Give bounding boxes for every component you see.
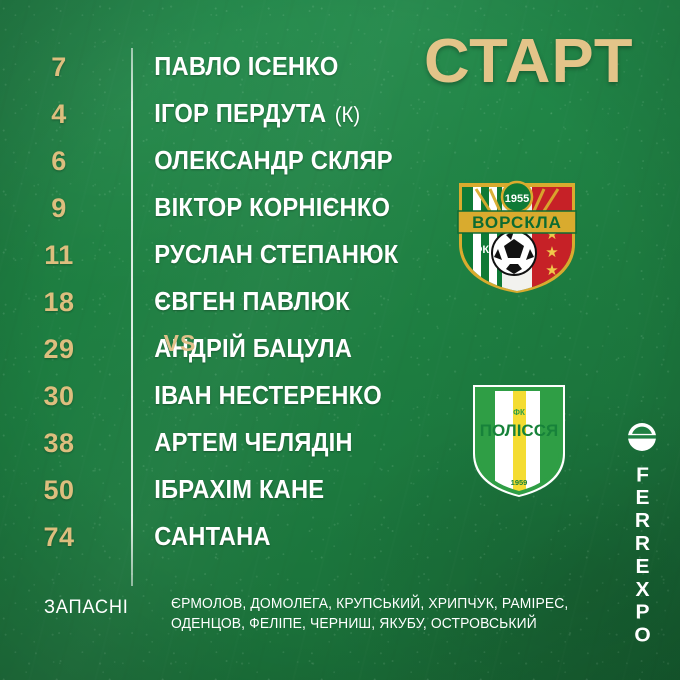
captain-marker [350, 290, 358, 315]
player-name: ЄВГЕН ПАВЛЮК [118, 287, 358, 316]
lineup-row: 7 ПАВЛО ІСЕНКО [0, 44, 430, 91]
starting-lineup-list: 7 ПАВЛО ІСЕНКО 4 ІГОР ПЕРДУТА (К) 6 ОЛЕКС… [0, 44, 430, 561]
sponsor-name: FERREXPO [631, 463, 654, 647]
player-name-text: ОЛЕКСАНДР СКЛЯР [154, 146, 393, 175]
player-number: 11 [44, 240, 74, 270]
svg-text:★: ★ [545, 243, 558, 261]
substitutes-names: ЄРМОЛОВ, ДОМОЛЕГА, КРУПСЬКИЙ, ХРИПЧУК, Р… [171, 594, 578, 634]
player-name-text: АНДРІЙ БАЦУЛА [154, 334, 353, 363]
lineup-row: 9 ВІКТОР КОРНІЄНКО [0, 185, 430, 232]
lineup-row: 74 САНТАНА [0, 514, 430, 561]
player-number: 4 [51, 99, 67, 129]
versus-label: VS [163, 330, 197, 356]
player-number: 30 [43, 381, 75, 411]
away-crest-year: 1959 [511, 478, 528, 487]
substitutes-label: ЗАПАСНІ [44, 597, 129, 618]
lineup-row: 38 АРТЕМ ЧЕЛЯДІН [0, 420, 430, 467]
player-name-text: ПАВЛО ІСЕНКО [154, 52, 339, 81]
player-number: 18 [43, 287, 75, 317]
player-name: ІГОР ПЕРДУТА (К) [118, 99, 361, 128]
player-number: 38 [43, 428, 75, 458]
player-number: 50 [43, 475, 75, 505]
away-crest-prefix: ФК [513, 408, 525, 417]
player-number: 7 [51, 52, 67, 82]
sponsor-logo-ferrexpo: FERREXPO [619, 422, 665, 647]
player-number: 74 [43, 522, 75, 552]
player-name: ІБРАХІМ КАНЕ [118, 475, 333, 504]
player-name-text: САНТАНА [154, 522, 271, 551]
captain-marker [393, 149, 401, 174]
captain-marker [353, 431, 361, 456]
substitutes-line-2: ОДЕНЦОВ, ФЕЛІПЕ, ЧЕРНИШ, ЯКУБУ, ОСТРОВСЬ… [171, 616, 537, 632]
substitutes-section: ЗАПАСНІ ЄРМОЛОВ, ДОМОЛЕГА, КРУПСЬКИЙ, ХР… [0, 594, 680, 648]
player-number: 6 [51, 146, 67, 176]
ferrexpo-mark-icon [628, 423, 656, 451]
captain-marker: (К) [334, 101, 361, 127]
player-name: ПАВЛО ІСЕНКО [118, 52, 347, 81]
player-name: РУСЛАН СТЕПАНЮК [118, 240, 407, 269]
captain-marker [271, 525, 279, 550]
player-name-text: АРТЕМ ЧЕЛЯДІН [154, 428, 353, 457]
player-name: САНТАНА [118, 522, 279, 551]
page-title: СТАРТ [424, 27, 634, 96]
lineup-row: 6 ОЛЕКСАНДР СКЛЯР [0, 138, 430, 185]
player-name: АНДРІЙ БАЦУЛА [118, 334, 360, 363]
player-name: АРТЕМ ЧЕЛЯДІН [118, 428, 361, 457]
captain-marker [382, 384, 390, 409]
player-name-text: ІБРАХІМ КАНЕ [154, 475, 325, 504]
player-name-text: ІГОР ПЕРДУТА [154, 99, 327, 128]
lineup-row: 29 АНДРІЙ БАЦУЛА [0, 326, 430, 373]
away-team-crest-polissya: ФК ПОЛІССЯ 1959 [470, 381, 568, 497]
vorskla-crest-icon: ★★ ★★ ФК [457, 180, 577, 293]
captain-marker [324, 478, 332, 503]
home-team-crest-vorskla: ★★ ★★ ФК [456, 161, 578, 293]
lineup-row: 50 ІБРАХІМ КАНЕ [0, 467, 430, 514]
player-name-text: ВІКТОР КОРНІЄНКО [154, 193, 391, 222]
svg-text:★: ★ [545, 261, 558, 279]
player-name-text: ЄВГЕН ПАВЛЮК [154, 287, 350, 316]
polissya-crest-icon: ФК ПОЛІССЯ 1959 [473, 385, 565, 497]
player-name: ІВАН НЕСТЕРЕНКО [118, 381, 390, 410]
home-crest-year: 1955 [505, 193, 529, 205]
player-number: 29 [43, 334, 75, 364]
away-crest-name: ПОЛІССЯ [480, 421, 558, 440]
home-crest-prefix: ФК [473, 244, 489, 256]
captain-marker [398, 243, 406, 268]
captain-marker [338, 55, 346, 80]
player-name: ВІКТОР КОРНІЄНКО [118, 193, 399, 222]
player-name-text: РУСЛАН СТЕПАНЮК [154, 240, 399, 269]
player-name-text: ІВАН НЕСТЕРЕНКО [154, 381, 382, 410]
lineup-row: 4 ІГОР ПЕРДУТА (К) [0, 91, 430, 138]
versus-separator: VS [0, 330, 680, 357]
player-number: 9 [51, 193, 67, 223]
lineup-row: 18 ЄВГЕН ПАВЛЮК [0, 279, 430, 326]
lineup-row: 11 РУСЛАН СТЕПАНЮК [0, 232, 430, 279]
column-divider [131, 48, 133, 586]
substitutes-line-1: ЄРМОЛОВ, ДОМОЛЕГА, КРУПСЬКИЙ, ХРИПЧУК, Р… [171, 596, 569, 612]
lineup-row: 30 ІВАН НЕСТЕРЕНКО [0, 373, 430, 420]
home-crest-name: ВОРСКЛА [472, 213, 562, 232]
captain-marker [390, 196, 398, 221]
player-name: ОЛЕКСАНДР СКЛЯР [118, 146, 401, 175]
